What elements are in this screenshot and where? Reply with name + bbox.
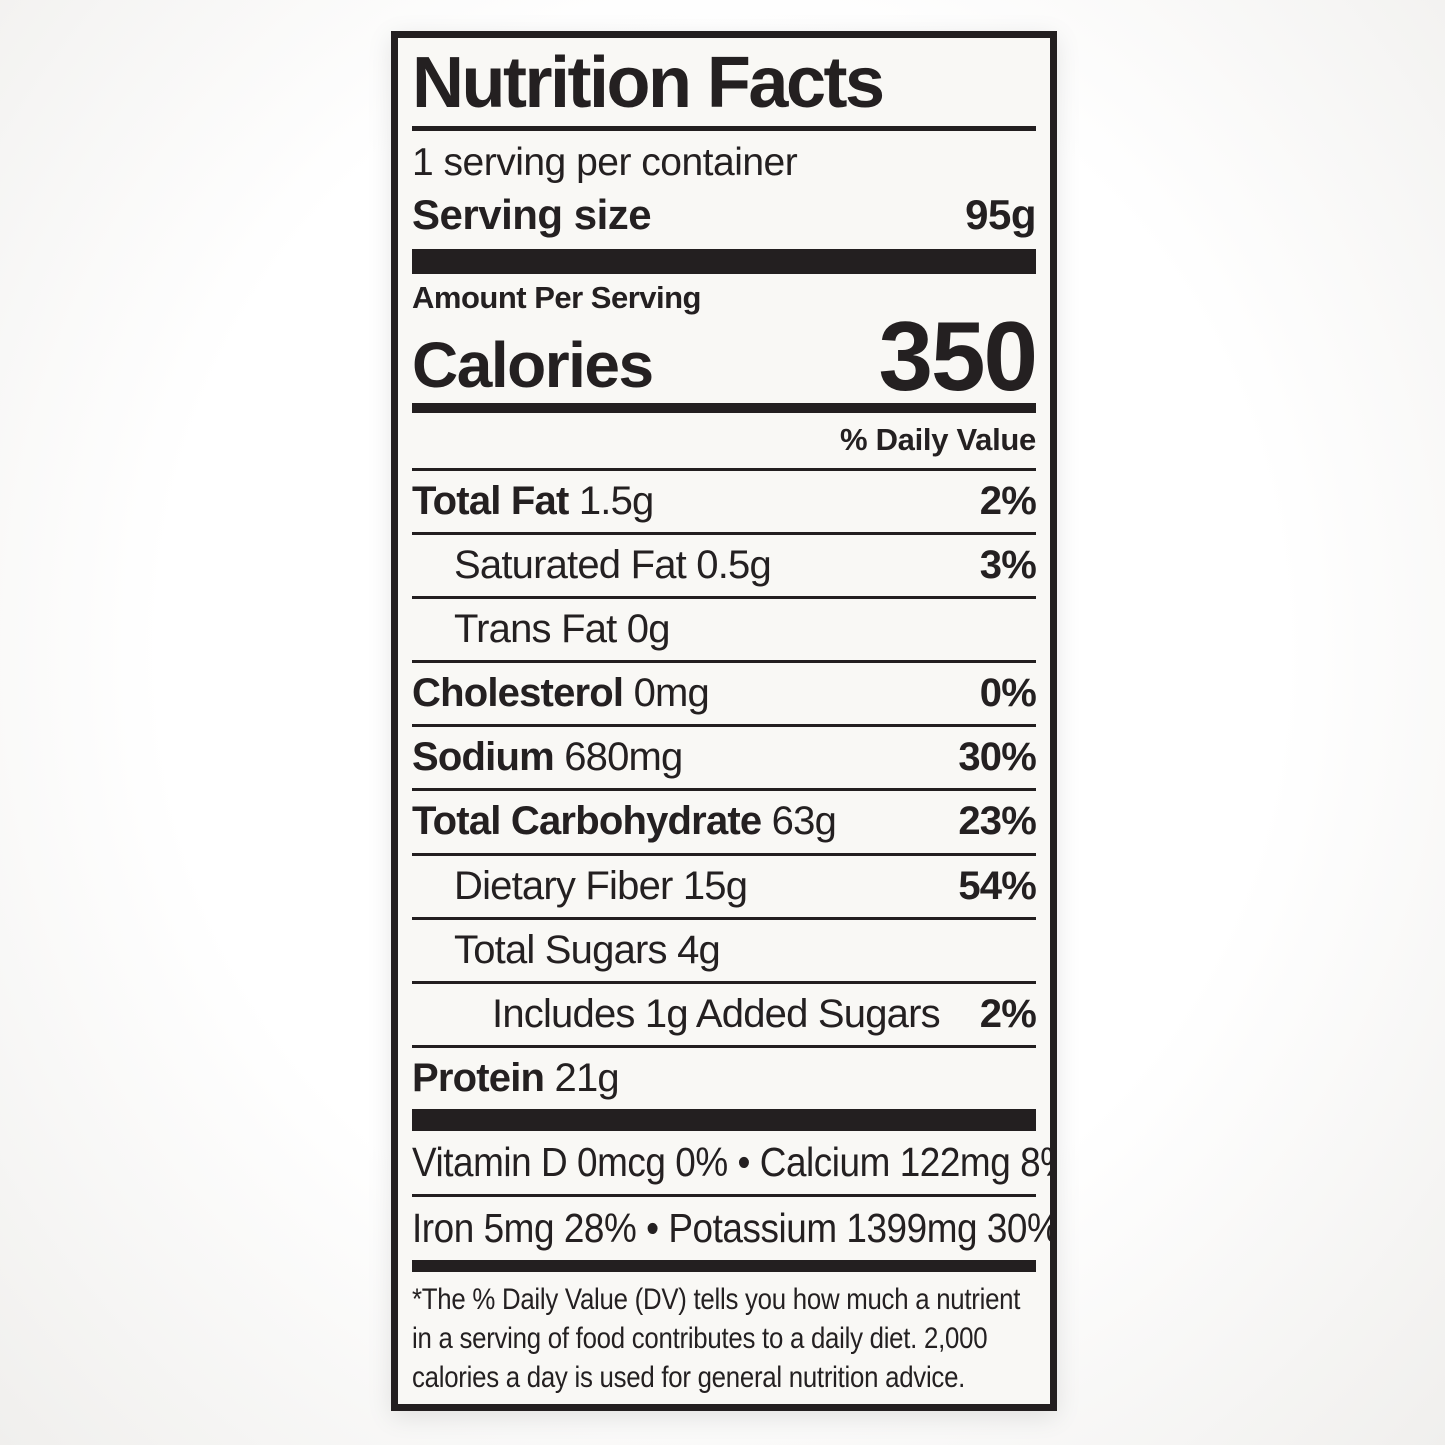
nutrient-daily-value: 30% (958, 735, 1036, 780)
nutrient-daily-value: 2% (979, 992, 1037, 1037)
nutrient-text: Saturated Fat 0.5g (454, 542, 772, 589)
micronutrient-rows: Vitamin D 0mcg 0% • Calcium 122mg 8% Iron… (412, 1131, 1050, 1260)
nutrient-text: Includes 1g Added Sugars (492, 991, 941, 1038)
nutrient-name: Total Carbohydrate (412, 799, 762, 844)
nutrient-text: Trans Fat 0g (454, 606, 670, 653)
nutrient-name: Trans Fat (454, 606, 617, 651)
nutrient-amount: 63g (761, 799, 837, 844)
nutrient-row-dietary-fiber: Dietary Fiber 15g 54% (412, 856, 1037, 920)
nutrient-text: Sodium 680mg (412, 734, 683, 781)
nutrient-text: Total Fat 1.5g (412, 478, 654, 525)
nutrient-daily-value: 3% (979, 542, 1037, 587)
nutrient-text: Protein 21g (412, 1055, 620, 1102)
nutrient-row-total-sugars: Total Sugars 4g (412, 920, 1036, 985)
nutrient-daily-value: 54% (958, 863, 1036, 908)
nutrient-name: Total Fat (412, 478, 569, 523)
nutrient-name: Sodium (412, 735, 555, 780)
separator-bar-thick-top (412, 249, 1036, 275)
micronutrient-text: Iron 5mg 28% • Potassium 1399mg 30% (412, 1205, 1057, 1252)
separator-bar-footnote (412, 1260, 1036, 1273)
nutrient-row-total-carbohydrate: Total Carbohydrate 63g 23% (412, 791, 1037, 856)
nutrient-amount: 15g (672, 863, 748, 908)
nutrient-name: Saturated Fat (454, 542, 687, 587)
daily-value-footnote-text: *The % Daily Value (DV) tells you how mu… (412, 1283, 1021, 1395)
nutrient-daily-value: 0% (979, 671, 1037, 716)
daily-value-header: % Daily Value (412, 413, 1036, 471)
nutrient-amount: 0g (616, 606, 671, 651)
nutrient-name: Protein (412, 1056, 545, 1101)
separator-bar-thick-bottom (412, 1109, 1036, 1132)
serving-size-value: 95g (965, 191, 1036, 239)
nutrient-amount: 4g (666, 927, 721, 972)
nutrient-amount: 680mg (553, 735, 683, 780)
label-title: Nutrition Facts (412, 43, 885, 123)
separator-bar-medium (412, 402, 1036, 413)
nutrient-row-sodium: Sodium 680mg 30% (412, 727, 1037, 792)
servings-per-container: 1 serving per container (412, 141, 798, 185)
nutrient-daily-value: 23% (958, 799, 1036, 844)
nutrient-amount: 0mg (623, 671, 710, 716)
nutrient-row-includes-1g-added-sugars: Includes 1g Added Sugars 2% (412, 984, 1037, 1049)
micronutrient-row: Vitamin D 0mcg 0% • Calcium 122mg 8% (412, 1131, 1050, 1198)
nutrient-row-trans-fat: Trans Fat 0g (412, 599, 1036, 664)
serving-size-row: Serving size 95g (412, 187, 1036, 249)
calories-label: Calories (412, 328, 654, 401)
micronutrient-row: Iron 5mg 28% • Potassium 1399mg 30% (412, 1197, 1050, 1260)
nutrient-name: Cholesterol (412, 671, 624, 716)
nutrient-row-protein: Protein 21g (412, 1048, 1036, 1109)
nutrient-amount: 0.5g (685, 542, 771, 587)
amount-per-serving-label: Amount Per Serving (412, 280, 702, 316)
nutrient-name: Includes 1g Added Sugars (492, 992, 941, 1037)
nutrient-name: Dietary Fiber (454, 863, 673, 908)
nutrient-daily-value: 2% (979, 478, 1037, 523)
nutrient-amount: 1.5g (568, 478, 654, 523)
nutrient-amount: 21g (544, 1056, 620, 1101)
nutrition-facts-label: Nutrition Facts 1 serving per container … (391, 31, 1057, 1411)
calories-value: 350 (878, 301, 1038, 412)
nutrient-row-cholesterol: Cholesterol 0mg 0% (412, 663, 1037, 728)
micronutrient-text: Vitamin D 0mcg 0% • Calcium 122mg 8% (412, 1139, 1057, 1186)
nutrient-row-total-fat: Total Fat 1.5g 2% (412, 471, 1037, 535)
calories-row: Calories 350 (412, 301, 1038, 412)
daily-value-footnote: *The % Daily Value (DV) tells you how mu… (412, 1280, 1036, 1397)
nutrient-text: Total Carbohydrate 63g (412, 798, 837, 845)
nutrient-text: Dietary Fiber 15g (454, 863, 748, 910)
serving-size-label: Serving size (412, 191, 652, 239)
nutrient-rows: Total Fat 1.5g 2% Saturated Fat 0.5g 3% Tran… (412, 471, 1037, 1110)
title-divider (412, 126, 1036, 132)
nutrient-text: Total Sugars 4g (454, 927, 721, 974)
nutrient-text: Cholesterol 0mg (412, 670, 710, 717)
nutrient-name: Total Sugars (454, 927, 668, 972)
nutrient-row-saturated-fat: Saturated Fat 0.5g 3% (412, 535, 1037, 599)
